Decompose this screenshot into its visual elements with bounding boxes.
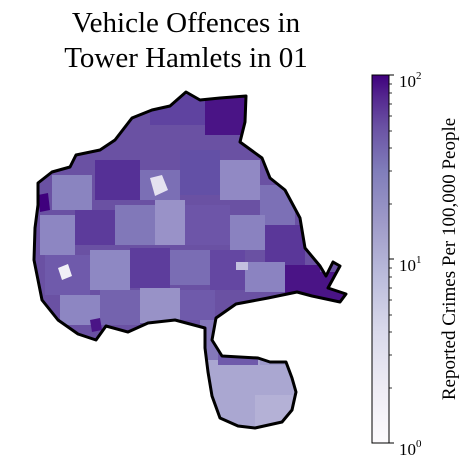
ward-highlights	[38, 175, 248, 332]
map-title-line1: Vehicle Offences in	[72, 7, 301, 39]
colorbar-tick-label-middle: 101	[399, 254, 422, 275]
colorbar: 102 101 100 Reported Crimes Per 100,000 …	[371, 70, 460, 459]
colorbar-axis-label: Reported Crimes Per 100,000 People	[439, 118, 460, 400]
borough-map	[32, 90, 348, 430]
colorbar-minor-ticks	[389, 83, 392, 389]
colorbar-major-ticks	[389, 74, 394, 444]
map-title-line2: Tower Hamlets in 01	[64, 42, 308, 74]
colorbar-tick-label-bottom: 100	[399, 438, 422, 459]
colorbar-gradient	[371, 74, 390, 444]
colorbar-tick-label-top: 102	[399, 70, 422, 91]
